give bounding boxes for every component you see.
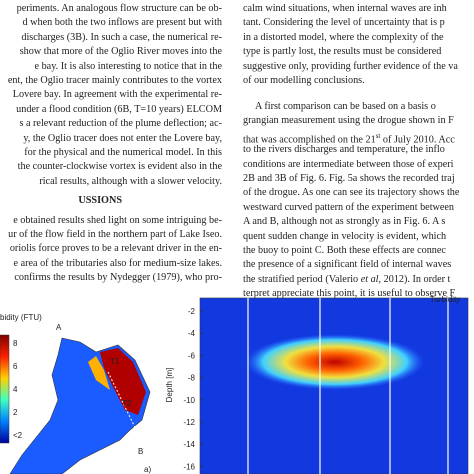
text-line: A first comparison can be based on a bas…: [255, 100, 436, 112]
colorbar-tick-label: 2: [13, 408, 18, 417]
point-label: B: [138, 447, 143, 456]
text-line: quent sudden change in velocity is evide…: [243, 230, 447, 242]
text-span: , 2012). In order t: [378, 273, 451, 285]
text-line: the stratified period (Valerio et al, 20…: [243, 273, 450, 287]
section-plume: [245, 334, 425, 390]
text-line: discharges (3B). In such a case, the num…: [21, 31, 222, 43]
text-line: e area of the tributaries also for mediu…: [13, 257, 222, 269]
text-line: terpret appreciate this point, it is use…: [243, 288, 456, 300]
text-line: suggestive only, providing further evide…: [243, 60, 458, 72]
text-line: under a flood condition (6B, T=10 years)…: [16, 103, 222, 115]
text-line: the counter-clockwise vortex is evident …: [17, 161, 222, 173]
y-tick-label: -2: [188, 307, 196, 316]
y-tick-label: -12: [183, 418, 195, 427]
text-line: periments. An analogous flow structure c…: [16, 3, 222, 14]
text-line: ent, the Oglio tracer mainly contributes…: [7, 75, 222, 86]
text-span: et al: [360, 273, 379, 285]
panel-label: a): [144, 465, 151, 474]
text-line: oriolis force proves to be a relevant dr…: [9, 243, 222, 255]
text-span: that was accomplished on the 21: [243, 134, 376, 146]
text-line: y, the Oglio tracer does not enter the L…: [23, 132, 222, 144]
text-line: e bay. It is also interesting to notice …: [34, 60, 222, 72]
text-line: in a distorted model, where the complexi…: [243, 31, 444, 43]
text-line: type is partly lost, the results must be…: [243, 46, 442, 58]
text-line: d when both the two inflows are present …: [22, 17, 222, 29]
colorbar-tick-label: <2: [13, 431, 23, 440]
y-tick-label: -10: [183, 396, 195, 405]
text-line: A and B, although not as strongly as in …: [243, 216, 446, 228]
point-label: T2: [122, 399, 132, 408]
point-label: A: [56, 323, 62, 332]
text-span: the stratified period (Valerio: [243, 273, 361, 285]
colorbar-title: bidity (FTU): [0, 313, 42, 322]
text-line: tant. Considering the level of uncertain…: [243, 17, 445, 29]
text-line: conditions are intermediate between thos…: [243, 158, 454, 170]
plume-edge: [88, 356, 110, 390]
colorbar-tick-label: 8: [13, 339, 18, 348]
point-label: T1: [110, 357, 120, 366]
text-line: the presence of a significant field of i…: [243, 259, 452, 271]
text-line: calm wind situations, when internal wave…: [243, 3, 447, 14]
text-span: of July 2010. Acc: [380, 134, 455, 146]
text-line: of our modelling conclusions.: [243, 75, 365, 86]
y-tick-label: -4: [188, 329, 196, 338]
text-span: st: [375, 131, 381, 140]
text-line: of the drogue. As one can see its trajec…: [243, 187, 460, 199]
y-tick-label: -14: [183, 440, 195, 449]
text-line: rical results, although with a slower ve…: [39, 175, 222, 187]
text-line: that was accomplished on the 21st of Jul…: [243, 129, 455, 147]
plume: [100, 348, 146, 415]
text-line: show that more of the Oglio River moves …: [19, 46, 222, 58]
y-tick-label: -8: [188, 374, 196, 383]
text-line: confirms the results by Nydegger (1979),…: [14, 272, 222, 284]
y-tick-label: -16: [183, 462, 195, 471]
text-line: to the rivers discharges and temperature…: [243, 144, 445, 156]
text-line: the buoy to point C. Both these effects …: [243, 244, 446, 256]
colorbar: [0, 334, 10, 444]
text-line: ur of the flow field in the northern par…: [8, 229, 222, 240]
text-line: grangian measurement using the drogue sh…: [243, 115, 454, 127]
text-line: 2B and 3B of Fig. 6. Fig. 5a shows the r…: [243, 172, 455, 184]
text-line: for the physical and the numerical model…: [24, 147, 222, 158]
y-axis-label: Depth [m]: [165, 368, 174, 403]
colorbar-tick-label: 6: [13, 362, 18, 371]
colorbar-tick-label: 4: [13, 385, 18, 394]
figure-title: Turbidity: [430, 295, 460, 304]
text-line: e obtained results shed light on some in…: [13, 214, 222, 226]
text-line: westward curved pattern of the experimen…: [243, 201, 455, 213]
text-line: s a relevant reduction of the plume defl…: [19, 118, 222, 130]
text-line: Lovere bay. In agreement with the experi…: [12, 89, 222, 101]
section-heading: USSIONS: [78, 195, 122, 207]
y-tick-label: -6: [188, 351, 196, 360]
